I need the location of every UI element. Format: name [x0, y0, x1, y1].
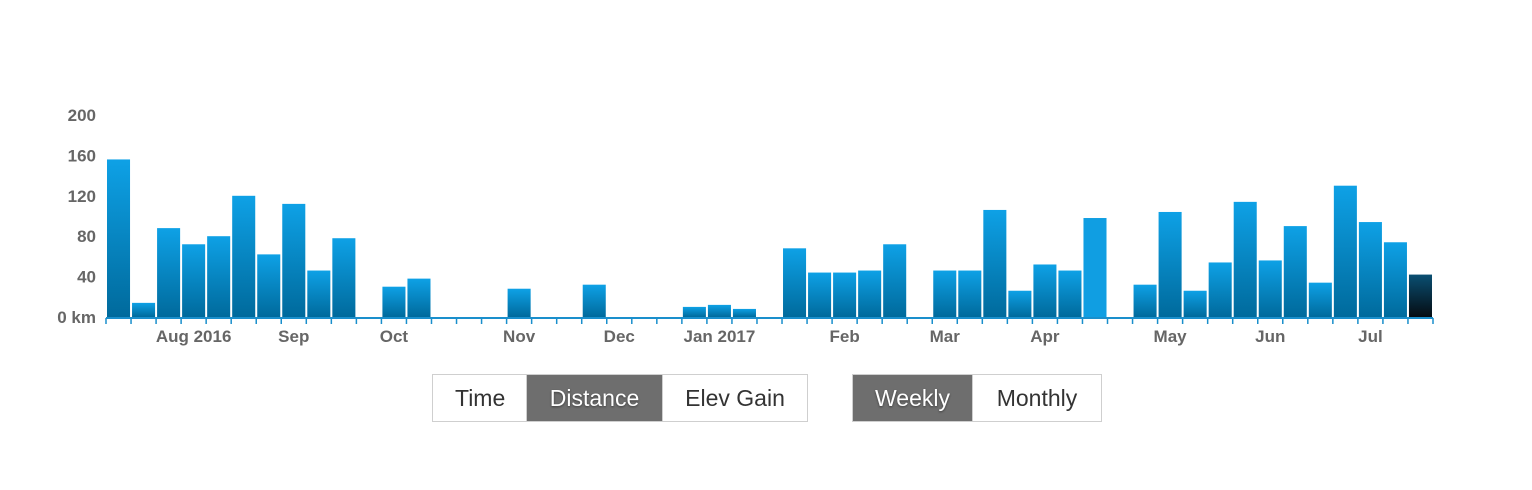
metric-toggle: Time Distance Elev Gain — [432, 374, 808, 422]
bar[interactable] — [1258, 260, 1282, 317]
x-tick-label: Jun — [1255, 327, 1285, 346]
weekly-distance-chart: 200 160 120 80 40 0 km Aug 2016 Sep Oct Nov Dec Ja… — [57, 106, 1434, 346]
bar[interactable] — [682, 306, 706, 317]
x-tick-label: Dec — [604, 327, 635, 346]
x-axis: Aug 2016 Sep Oct Nov Dec Jan 2017 Feb Mar Apr May… — [105, 317, 1434, 346]
y-tick-label: 0 km — [57, 308, 96, 327]
bar[interactable] — [257, 254, 281, 317]
bar[interactable] — [1408, 274, 1432, 317]
bar[interactable] — [1033, 264, 1057, 317]
bar[interactable] — [1233, 201, 1257, 317]
bar[interactable] — [307, 270, 331, 317]
bar[interactable] — [507, 288, 531, 317]
x-tick-label: Mar — [930, 327, 961, 346]
bar[interactable] — [707, 304, 731, 317]
bar[interactable] — [107, 159, 131, 317]
y-axis: 200 160 120 80 40 0 km — [57, 106, 96, 327]
bar[interactable] — [1283, 226, 1307, 317]
bars — [107, 159, 1432, 317]
bar[interactable] — [783, 248, 807, 317]
x-tick-label: Apr — [1030, 327, 1060, 346]
bar[interactable] — [1333, 185, 1357, 317]
y-tick-label: 80 — [77, 227, 96, 246]
bar[interactable] — [1358, 222, 1382, 317]
x-tick-label: Jan 2017 — [683, 327, 755, 346]
bar[interactable] — [582, 284, 606, 317]
bar[interactable] — [382, 286, 406, 317]
weekly-button[interactable]: Weekly — [853, 375, 973, 421]
bar[interactable] — [1383, 242, 1407, 317]
y-tick-label: 120 — [68, 187, 96, 206]
bar[interactable] — [1158, 211, 1182, 317]
x-tick-label: Aug 2016 — [156, 327, 232, 346]
distance-button[interactable]: Distance — [527, 375, 663, 421]
bar[interactable] — [282, 203, 306, 317]
bar[interactable] — [207, 236, 231, 317]
bar[interactable] — [808, 272, 832, 317]
bar[interactable] — [1133, 284, 1157, 317]
bar[interactable] — [958, 270, 982, 317]
bar[interactable] — [157, 228, 181, 317]
x-tick-label: Jul — [1358, 327, 1383, 346]
y-tick-label: 40 — [77, 268, 96, 287]
bar[interactable] — [1058, 270, 1082, 317]
monthly-button[interactable]: Monthly — [996, 385, 1078, 411]
bar[interactable] — [1008, 290, 1032, 317]
bar[interactable] — [1208, 262, 1232, 317]
bar[interactable] — [407, 278, 431, 317]
x-tick-label: Sep — [278, 327, 309, 346]
bar[interactable] — [732, 308, 756, 317]
x-tick-label: Nov — [503, 327, 536, 346]
bar[interactable] — [1308, 282, 1332, 317]
bar[interactable] — [983, 209, 1007, 317]
time-button[interactable]: Time — [433, 375, 527, 421]
bar[interactable] — [182, 244, 206, 317]
x-tick-label: Feb — [829, 327, 859, 346]
bar[interactable] — [858, 270, 882, 317]
x-tick-label: May — [1154, 327, 1188, 346]
bar[interactable] — [1183, 290, 1207, 317]
bar[interactable] — [833, 272, 857, 317]
bar[interactable] — [332, 238, 356, 317]
elev-gain-button[interactable]: Elev Gain — [685, 385, 785, 411]
period-toggle: Weekly Monthly — [852, 374, 1102, 422]
bar[interactable] — [933, 270, 957, 317]
bar[interactable] — [883, 244, 907, 317]
bar[interactable] — [132, 302, 156, 317]
bar[interactable] — [232, 195, 256, 317]
y-tick-label: 160 — [68, 146, 96, 165]
bar[interactable] — [1083, 218, 1107, 317]
y-tick-label: 200 — [68, 106, 96, 125]
x-tick-label: Oct — [380, 327, 409, 346]
